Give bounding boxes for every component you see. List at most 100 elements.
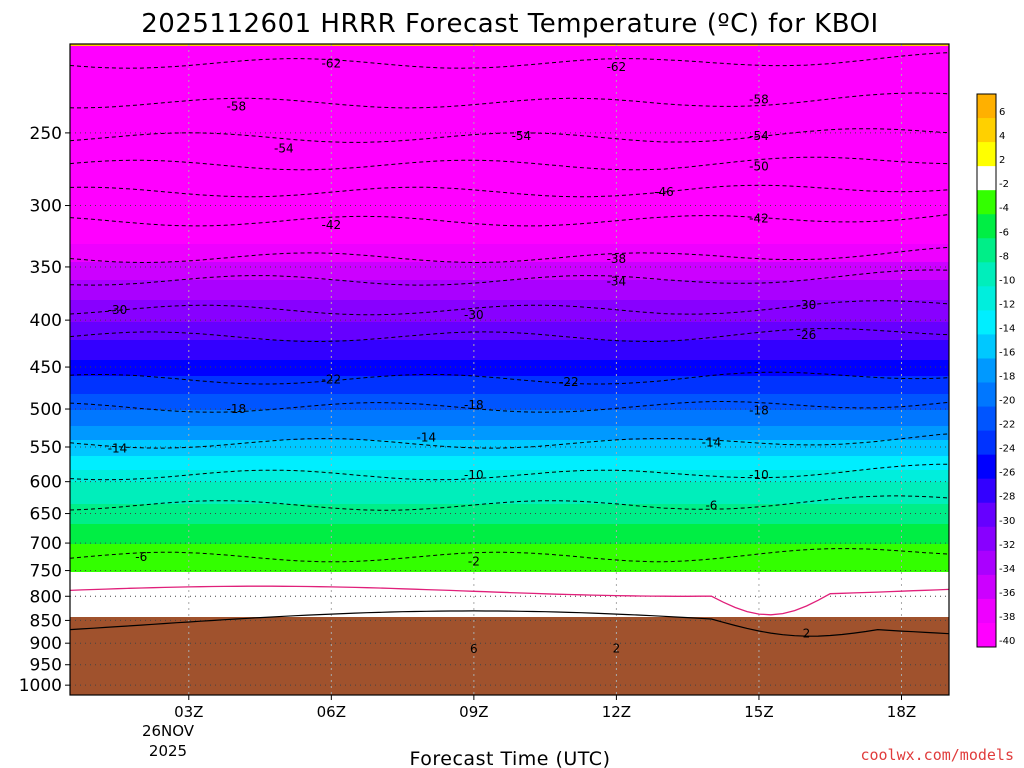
contour-label: -10: [464, 468, 484, 482]
colorbar-tick-label: 6: [999, 107, 1005, 118]
temperature-band: [70, 322, 949, 325]
contour-label: -30: [797, 298, 817, 312]
temperature-band: [70, 122, 949, 125]
temperature-band: [70, 548, 949, 551]
temperature-band: [70, 346, 949, 349]
temperature-band: [70, 366, 949, 369]
temperature-band: [70, 98, 949, 101]
temperature-band: [70, 242, 949, 245]
contour-label: -26: [797, 328, 817, 342]
temperature-band: [70, 138, 949, 141]
temperature-band: [70, 290, 949, 293]
temperature-band: [70, 56, 949, 59]
temperature-band: [70, 224, 949, 227]
temperature-band: [70, 220, 949, 223]
temperature-band: [70, 316, 949, 319]
temperature-band: [70, 258, 949, 261]
temperature-band: [70, 596, 949, 599]
temperature-band: [70, 178, 949, 181]
y-tick-label: 550: [30, 438, 62, 458]
temperature-band: [70, 250, 949, 253]
temperature-band: [70, 144, 949, 147]
temperature-band: [70, 286, 949, 289]
contour-label: 2: [803, 626, 811, 640]
temperature-band: [70, 296, 949, 299]
temperature-band: [70, 544, 949, 547]
temperature-band: [70, 432, 949, 435]
temperature-band: [70, 340, 949, 343]
temperature-band: [70, 570, 949, 573]
contour-label: 2: [613, 641, 621, 655]
temperature-band: [70, 588, 949, 591]
y-tick-label: 400: [30, 311, 62, 331]
colorbar-swatch: [977, 142, 996, 167]
colorbar-tick-label: -8: [999, 251, 1009, 262]
temperature-band: [70, 206, 949, 209]
contour-label: -14: [702, 436, 722, 450]
x-axis: 03Z 06Z 09Z 12Z 15Z 18Z: [174, 695, 916, 721]
colorbar-tick-label: -10: [999, 275, 1015, 286]
credit-link[interactable]: coolwx.com/models: [860, 746, 1014, 764]
temperature-band: [70, 54, 949, 57]
temperature-band: [70, 68, 949, 71]
temperature-band: [70, 162, 949, 165]
temperature-band: [70, 168, 949, 171]
temperature-band: [70, 372, 949, 375]
temperature-band: [70, 490, 949, 493]
temperature-band: [70, 516, 949, 519]
colorbar-swatch: [977, 166, 996, 191]
temperature-band: [70, 288, 949, 291]
temperature-band: [70, 86, 949, 89]
y-tick-label: 900: [30, 634, 62, 654]
y-tick-label: 950: [30, 656, 62, 676]
x-tick-label: 06Z: [317, 703, 346, 721]
temperature-band: [70, 280, 949, 283]
temperature-band: [70, 398, 949, 401]
temperature-band: [70, 410, 949, 413]
temperature-band: [70, 330, 949, 333]
temperature-band: [70, 444, 949, 447]
temperature-band: [70, 52, 949, 55]
temperature-band: [70, 248, 949, 251]
y-axis: 250 300 350 400 450 500 550 600 650 700 750 800 850 9…: [19, 124, 70, 696]
colorbar-tick-label: -40: [999, 636, 1015, 647]
x-date-year: 2025: [149, 742, 187, 760]
temperature-band: [70, 344, 949, 347]
temperature-band: [70, 600, 949, 603]
temperature-band: [70, 180, 949, 183]
temperature-band: [70, 508, 949, 511]
temperature-band: [70, 522, 949, 525]
y-tick-label: 650: [30, 505, 62, 525]
temperature-band: [70, 230, 949, 233]
temperature-band: [70, 66, 949, 69]
temperature-band: [70, 582, 949, 585]
temperature-band: [70, 146, 949, 149]
temperature-band: [70, 278, 949, 281]
x-date-day: 26NOV: [142, 722, 195, 740]
temperature-band: [70, 488, 949, 491]
colorbar: 6 4 2 -2 -4 -6 -8 -10 -12 -14 -16 -18 -20 -22 -24 -26 -2…: [976, 93, 1015, 648]
colorbar-tick-label: -6: [999, 227, 1009, 238]
x-tick-label: 12Z: [602, 703, 631, 721]
temperature-band: [70, 576, 949, 579]
colorbar-swatch: [977, 358, 996, 384]
colorbar-tick-label: -18: [999, 372, 1015, 383]
temperature-band: [70, 78, 949, 81]
temperature-band: [70, 364, 949, 367]
temperature-band: [70, 124, 949, 127]
colorbar-tick-label: -28: [999, 492, 1015, 503]
temperature-band: [70, 534, 949, 537]
temperature-band: [70, 58, 949, 61]
temperature-band: [70, 458, 949, 461]
temperature-band: [70, 502, 949, 505]
contour-label: -14: [108, 441, 128, 455]
temperature-band: [70, 510, 949, 513]
temperature-band: [70, 204, 949, 207]
y-tick-label: 800: [30, 587, 62, 607]
y-tick-label: 1000: [19, 676, 62, 696]
x-axis-label: Forecast Time (UTC): [410, 748, 611, 768]
colorbar-tick-label: -22: [999, 420, 1015, 431]
temperature-band: [70, 614, 949, 617]
temperature-band: [70, 418, 949, 421]
temperature-band: [70, 512, 949, 515]
